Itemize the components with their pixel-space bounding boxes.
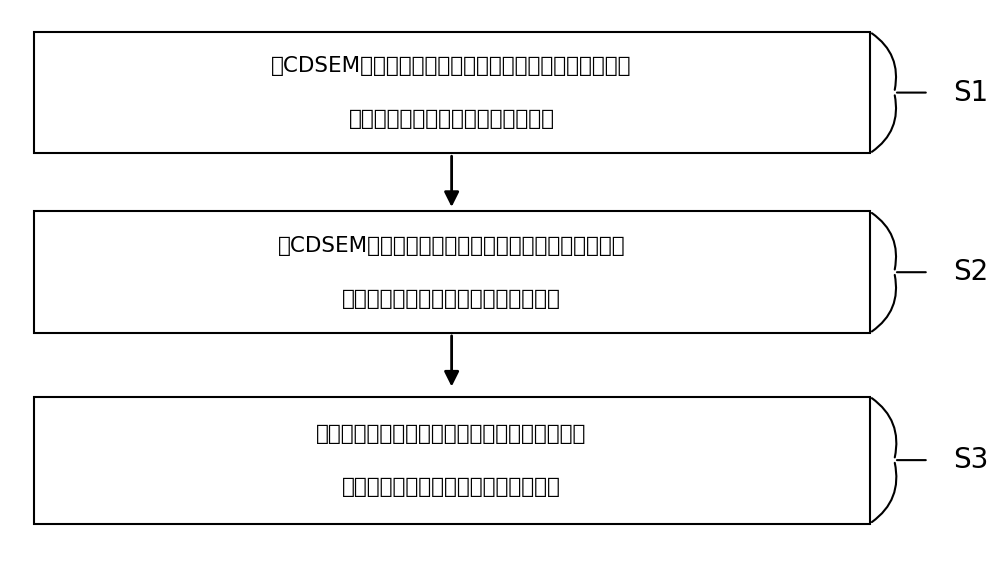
Text: 所述晶圆版图中所述图案的水平形貌: 所述晶圆版图中所述图案的水平形貌 — [349, 109, 555, 129]
Text: S2: S2 — [953, 258, 988, 286]
Text: 根据得到的所述水平形貌和所述侧面形貌对所述: 根据得到的所述水平形貌和所述侧面形貌对所述 — [316, 424, 587, 444]
Text: 将CDSEM中电子束垂直于所述晶圆版图进行扫描，以得到: 将CDSEM中电子束垂直于所述晶圆版图进行扫描，以得到 — [271, 56, 632, 76]
Text: S1: S1 — [953, 79, 988, 107]
FancyBboxPatch shape — [34, 397, 870, 523]
Text: 晶圆版图中图案的特征进行分析和检测: 晶圆版图中图案的特征进行分析和检测 — [342, 477, 561, 496]
FancyBboxPatch shape — [34, 32, 870, 153]
Text: 到所述晶圆版图中所述图案的侧面形貌: 到所述晶圆版图中所述图案的侧面形貌 — [342, 289, 561, 309]
Text: S3: S3 — [953, 446, 989, 474]
FancyBboxPatch shape — [34, 211, 870, 333]
Text: 将CDSEM中电子束倾斜于所述晶圆版图进行扫描，以得: 将CDSEM中电子束倾斜于所述晶圆版图进行扫描，以得 — [278, 236, 625, 256]
